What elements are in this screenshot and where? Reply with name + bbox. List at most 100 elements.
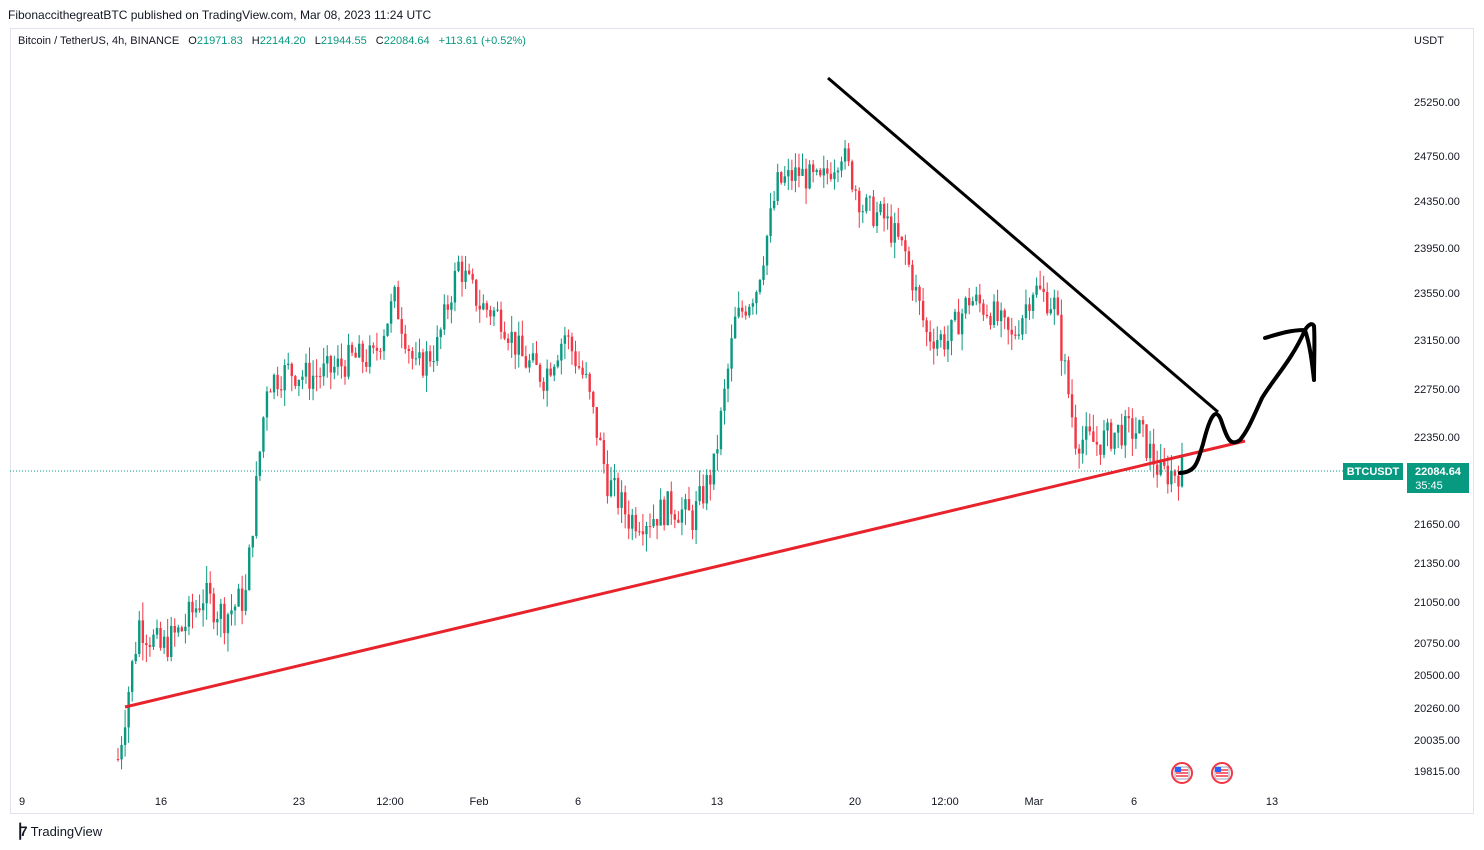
candle-body: [191, 601, 194, 613]
candle-body: [205, 582, 208, 604]
candle-body: [162, 636, 166, 648]
candle: [620, 480, 623, 524]
candle-body: [1155, 464, 1159, 475]
economic-event-icon[interactable]: [1171, 762, 1193, 784]
candle: [138, 611, 141, 658]
candle-body: [1003, 310, 1006, 318]
candle: [361, 340, 364, 374]
candle-body: [943, 334, 946, 350]
candle-body: [850, 161, 854, 190]
published-by-text: FibonaccithegreatBTC published on Tradin…: [8, 8, 432, 22]
candle: [414, 342, 418, 366]
candle-body: [418, 352, 421, 359]
candle-body: [666, 491, 669, 526]
candle: [797, 153, 801, 188]
economic-event-icon[interactable]: [1211, 762, 1233, 784]
candle: [960, 308, 964, 351]
candle: [1120, 413, 1123, 450]
candle: [1092, 414, 1095, 443]
candle: [737, 291, 740, 319]
candle: [453, 262, 457, 312]
candle-body: [223, 603, 226, 634]
price-axis-label: 20035.00: [1414, 735, 1460, 747]
candle-body: [868, 196, 872, 198]
candle-body: [634, 514, 638, 532]
candle-body: [1099, 444, 1102, 455]
candle: [879, 201, 882, 216]
candle: [177, 624, 180, 637]
candle-body: [1031, 294, 1035, 311]
candle-body: [226, 614, 230, 634]
candle-body: [1127, 416, 1130, 419]
support-trendline[interactable]: [124, 439, 1246, 709]
candle-body: [758, 279, 762, 293]
candle-body: [187, 601, 191, 627]
candle: [170, 616, 173, 662]
candle: [1067, 356, 1070, 399]
candle: [790, 159, 794, 190]
candle: [1131, 408, 1134, 457]
candle-body: [421, 352, 425, 376]
candle: [1003, 308, 1006, 330]
candle: [843, 139, 847, 170]
candle: [439, 327, 442, 350]
candle-body: [968, 297, 971, 306]
candle: [946, 325, 950, 363]
candle-body: [386, 323, 389, 336]
candle: [1166, 455, 1170, 494]
candle: [645, 521, 648, 552]
candle-body: [216, 618, 219, 623]
candle: [478, 289, 481, 323]
currency-label: USDT: [1414, 35, 1444, 47]
candle-body: [1177, 475, 1180, 487]
candle-body: [1053, 297, 1056, 310]
tradingview-logo[interactable]: ▕7 TradingView: [10, 823, 102, 840]
candle-body: [538, 364, 542, 382]
candle: [272, 373, 276, 400]
candle: [130, 659, 134, 702]
candle-body: [741, 307, 744, 312]
candle: [549, 362, 552, 377]
resistance-trendline[interactable]: [827, 76, 1219, 414]
candle: [492, 306, 496, 327]
candle: [836, 167, 840, 183]
candle: [634, 507, 638, 539]
symbol-name[interactable]: Bitcoin / TetherUS, 4h, BINANCE: [18, 35, 180, 47]
candle-body: [272, 374, 276, 393]
time-axis[interactable]: 9 16 23 12:00 Feb 6 13 20 12:00 Mar 6 13: [19, 796, 1278, 808]
candle-body: [304, 362, 308, 377]
candle: [730, 324, 733, 382]
price-axis[interactable]: 25250.00 24750.00 24350.00 23950.00 23550.00…: [1414, 97, 1460, 778]
candle: [829, 162, 833, 182]
candle: [1180, 442, 1184, 488]
candle: [893, 212, 896, 259]
candle-body: [904, 240, 907, 252]
candle-body: [170, 625, 173, 657]
candle: [936, 326, 939, 356]
projection-arrow-drawing[interactable]: [1178, 322, 1317, 475]
candle: [567, 329, 570, 350]
candle: [382, 329, 386, 360]
candle-body: [992, 301, 996, 326]
candle: [1127, 407, 1130, 433]
candle: [872, 189, 875, 228]
candle-body: [1159, 460, 1162, 475]
candle-body: [609, 480, 613, 497]
candle: [570, 332, 574, 365]
high-value: 22144.20: [259, 35, 306, 47]
candle-body: [928, 332, 932, 342]
candle-body: [914, 286, 918, 291]
candle: [496, 301, 499, 312]
candle-body: [127, 691, 130, 728]
candle: [918, 284, 921, 315]
candle: [584, 362, 588, 379]
candle: [404, 324, 407, 354]
price-axis-label: 22350.00: [1414, 432, 1460, 444]
candle: [709, 469, 712, 501]
candle: [1014, 325, 1017, 340]
candle: [897, 207, 900, 240]
candle: [1141, 415, 1145, 438]
candle-body: [755, 292, 758, 304]
candle-body: [1038, 285, 1042, 289]
